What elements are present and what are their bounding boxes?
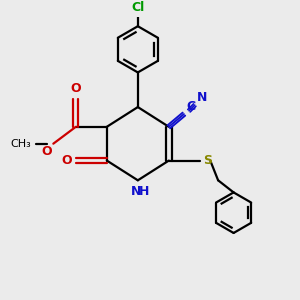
- Text: H: H: [139, 184, 149, 197]
- Text: S: S: [203, 154, 212, 167]
- Text: N: N: [131, 184, 142, 197]
- Text: O: O: [70, 82, 81, 95]
- Text: Cl: Cl: [131, 1, 145, 14]
- Text: O: O: [62, 154, 73, 167]
- Text: N: N: [196, 91, 207, 103]
- Text: O: O: [41, 145, 52, 158]
- Text: C: C: [186, 100, 195, 113]
- Text: CH₃: CH₃: [10, 139, 31, 149]
